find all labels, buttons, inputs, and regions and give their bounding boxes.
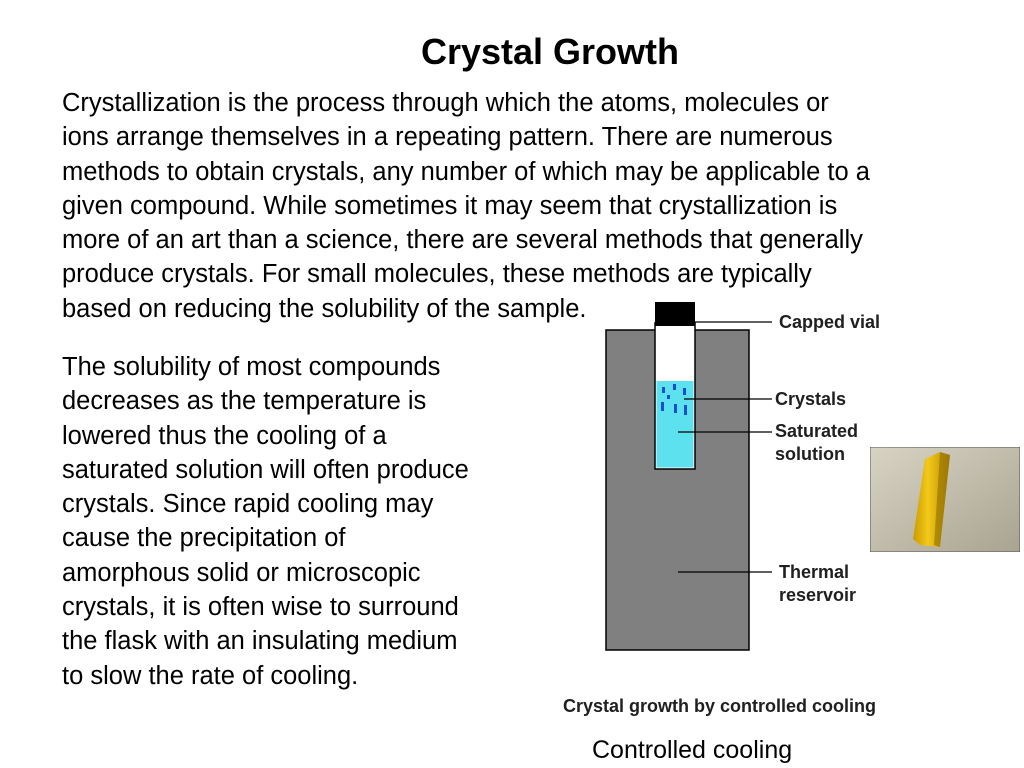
intro-paragraph: Crystallization is the process through w… <box>62 86 982 326</box>
cooling-line: decreases as the temperature is <box>62 387 427 416</box>
label-solution: solution <box>775 444 845 464</box>
intro-line: produce crystals. For small molecules, t… <box>62 260 812 289</box>
label-saturated: Saturated <box>775 421 858 441</box>
cooling-line: the flask with an insulating medium <box>62 627 458 656</box>
controlled-cooling-diagram: Capped vial Crystals Saturated solution … <box>563 302 880 716</box>
diagram-caption: Crystal growth by controlled cooling <box>563 696 876 716</box>
slide-title: Crystal Growth <box>420 31 680 72</box>
intro-line: more of an art than a science, there are… <box>62 226 863 255</box>
saturated-solution <box>656 381 694 468</box>
cooling-line: lowered thus the cooling of a <box>62 421 387 450</box>
cooling-line: crystals, it is often wise to surround <box>62 593 459 622</box>
cooling-line: cause the precipitation of <box>62 524 346 553</box>
cooling-line: crystals. Since rapid cooling may <box>62 490 434 519</box>
cooling-line: to slow the rate of cooling. <box>62 661 359 690</box>
label-capped-vial: Capped vial <box>779 312 880 332</box>
vial-cap <box>655 302 695 326</box>
crystal-photo <box>870 447 1020 552</box>
label-crystals: Crystals <box>775 389 846 409</box>
intro-line: ions arrange themselves in a repeating p… <box>62 123 833 152</box>
cooling-paragraph: The solubility of most compounds decreas… <box>62 350 532 693</box>
label-reservoir: reservoir <box>779 585 856 605</box>
intro-line: Crystallization is the process through w… <box>62 89 829 117</box>
label-thermal: Thermal <box>779 562 849 582</box>
cooling-line: amorphous solid or microscopic <box>62 558 421 587</box>
intro-line: based on reducing the solubility of the … <box>62 294 587 323</box>
cooling-line: saturated solution will often produce <box>62 455 469 484</box>
crystals <box>661 384 687 415</box>
cooling-line: The solubility of most compounds <box>62 353 441 381</box>
intro-line: given compound. While sometimes it may s… <box>62 191 838 220</box>
figure-caption: Controlled cooling <box>592 736 793 764</box>
intro-line: methods to obtain crystals, any number o… <box>62 157 870 186</box>
